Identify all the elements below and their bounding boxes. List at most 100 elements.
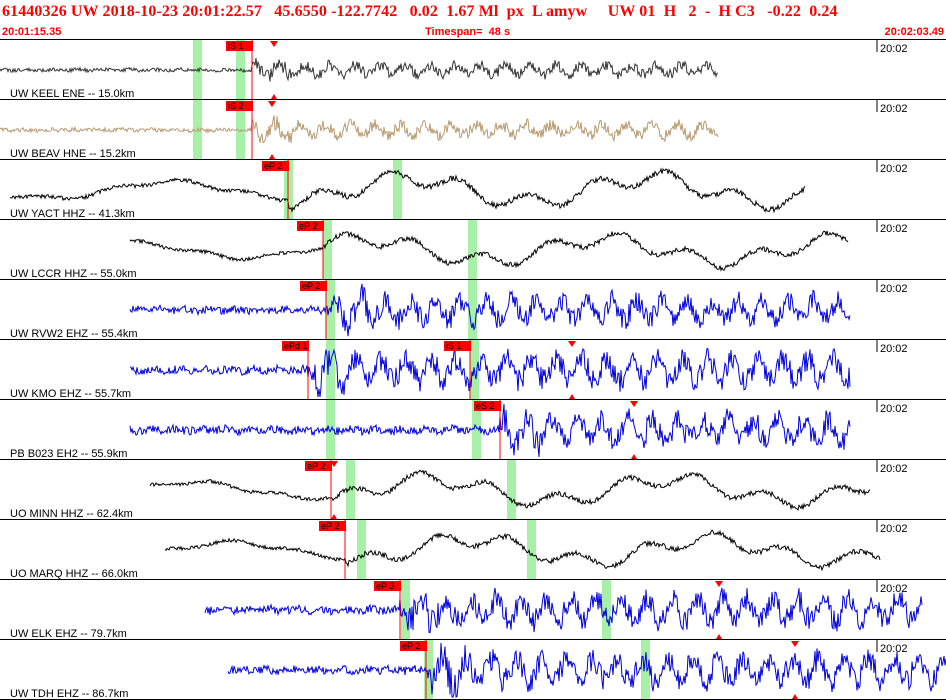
channel-label: UW TDH EHZ -- 86.7km — [10, 688, 128, 700]
channel-label: UW RVW2 EHZ -- 55.4km — [10, 328, 138, 340]
amplitude-marker-bottom-icon — [631, 454, 637, 459]
phase-pick-label: eP 2 — [402, 641, 420, 651]
amplitude-marker-top-icon — [270, 41, 278, 47]
phase-pick-label: iS 2 — [228, 101, 244, 111]
channel-row[interactable]: eP 2 20:02 UW RVW2 EHZ -- 55.4km — [0, 280, 946, 340]
phase-pick-label: eP 2 — [321, 521, 339, 531]
amplitude-marker-bottom-icon — [271, 94, 277, 99]
amplitude-marker-bottom-icon — [716, 634, 722, 639]
channel-label-backing — [8, 267, 148, 279]
channel-row[interactable]: eP 3 20:02 UW ELK EHZ -- 79.7km — [0, 580, 946, 640]
channel-time-label: 20:02 — [880, 523, 908, 535]
amplitude-marker-top-icon — [715, 581, 723, 587]
phase-pick-tag[interactable] — [319, 521, 346, 531]
channel-label: UW KMO EHZ -- 55.7km — [10, 388, 131, 400]
phase-window-highlight — [527, 520, 536, 580]
channel-time-label: 20:02 — [880, 223, 908, 235]
phase-pick-label: iS 1 — [228, 41, 244, 51]
phase-window-highlight — [393, 160, 402, 220]
channel-time-label: 20:02 — [880, 583, 908, 595]
phase-pick-tag[interactable] — [297, 221, 324, 231]
waveform-trace — [227, 642, 946, 698]
phase-window-highlight — [641, 640, 650, 700]
channel-time-label: 20:02 — [880, 43, 908, 55]
phase-pick-tag[interactable] — [226, 101, 253, 111]
channel-row[interactable]: iS 2 20:02 UW BEAV HNE -- 15.2km — [0, 100, 946, 160]
phase-pick-tag[interactable] — [374, 581, 401, 591]
waveform-trace — [0, 115, 719, 144]
channel-row[interactable]: eP 2 20:02 UO MINN HHZ -- 62.4km — [0, 460, 946, 520]
phase-pick-label: eP 2 — [299, 221, 317, 231]
channel-time-label: 20:02 — [880, 463, 908, 475]
phase-pick-tag[interactable] — [400, 641, 427, 651]
channel-label-backing — [8, 507, 148, 519]
phase-pick-label: eP 2 — [307, 461, 325, 471]
phase-pick-label: iS 1 — [446, 341, 462, 351]
phase-pick-tag[interactable] — [474, 401, 501, 411]
amplitude-marker-top-icon — [791, 641, 799, 647]
waveform-trace — [129, 230, 849, 272]
channel-row[interactable]: eP 2 20:02 UW TDH EHZ -- 86.7km — [0, 640, 946, 700]
channel-label: UO MINN HHZ -- 62.4km — [10, 508, 133, 520]
phase-window-highlight — [323, 220, 332, 280]
phase-pick-label: eP 3 — [376, 581, 394, 591]
channel-label: UW BEAV HNE -- 15.2km — [10, 148, 136, 160]
waveform-trace — [0, 58, 719, 82]
waveform-trace — [129, 347, 851, 398]
phase-window-highlight — [326, 340, 335, 400]
phase-window-highlight — [401, 580, 410, 640]
waveform-trace — [129, 283, 851, 337]
channel-row[interactable]: ePd 1 iS 1 20:02 UW KMO EHZ -- 55.7km — [0, 340, 946, 400]
amplitude-marker-bottom-icon — [269, 154, 275, 159]
channel-row[interactable]: iS 1 20:02 UW KEEL ENE -- 15.0km — [0, 40, 946, 100]
channel-label: UW YACT HHZ -- 41.3km — [10, 208, 135, 220]
channel-label-backing — [8, 447, 148, 459]
channel-label: UW KEEL ENE -- 15.0km — [10, 88, 134, 100]
phase-pick-tag[interactable] — [262, 161, 289, 171]
phase-window-highlight — [424, 640, 433, 700]
channel-row[interactable]: eS 2 20:02 PB B023 EH2 -- 55.9km — [0, 400, 946, 460]
phase-pick-tag[interactable] — [444, 341, 471, 351]
waveform-trace — [129, 404, 851, 458]
channel-row[interactable]: eP 2 20:02 UW YACT HHZ -- 41.3km — [0, 160, 946, 220]
header-bar: 61440326 UW 2018-10-23 20:01:22.57 45.65… — [0, 0, 946, 40]
amplitude-marker-top-icon — [568, 341, 576, 347]
channel-time-label: 20:02 — [880, 643, 908, 655]
channel-time-label: 20:02 — [880, 403, 908, 415]
channel-label-backing — [8, 207, 148, 219]
phase-pick-tag[interactable] — [305, 461, 332, 471]
seismogram-panel[interactable]: iS 1 20:02 UW KEEL ENE -- 15.0km iS 2 20:02 U… — [0, 40, 946, 700]
amplitude-marker-bottom-icon — [569, 394, 575, 399]
phase-pick-tag[interactable] — [300, 281, 327, 291]
amplitude-marker-top-icon — [630, 401, 638, 407]
phase-window-highlight — [468, 280, 477, 340]
phase-pick-tag[interactable] — [226, 41, 253, 51]
phase-pick-tag[interactable] — [282, 341, 309, 351]
channel-label-backing — [8, 687, 148, 699]
phase-window-highlight — [468, 220, 477, 280]
waveform-trace — [204, 587, 923, 634]
amplitude-marker-bottom-icon — [792, 694, 798, 699]
channel-label-backing — [8, 387, 148, 399]
waveform-trace — [149, 469, 871, 511]
amplitude-marker-bottom-icon — [331, 514, 337, 519]
phase-pick-label: eP 2 — [302, 281, 320, 291]
channel-time-label: 20:02 — [880, 103, 908, 115]
channel-label-backing — [8, 87, 148, 99]
channel-row[interactable]: eP 2 20:02 UO MARQ HHZ -- 66.0km — [0, 520, 946, 580]
phase-window-highlight — [507, 460, 516, 520]
channel-time-label: 20:02 — [880, 343, 908, 355]
channel-row[interactable]: eP 2 20:02 UW LCCR HHZ -- 55.0km — [0, 220, 946, 280]
channel-label: PB B023 EH2 -- 55.9km — [10, 448, 127, 460]
amplitude-marker-top-icon — [330, 461, 338, 467]
channel-time-label: 20:02 — [880, 163, 908, 175]
event-title: 61440326 UW 2018-10-23 20:01:22.57 45.65… — [2, 3, 838, 20]
channel-time-label: 20:02 — [880, 283, 908, 295]
channel-label: UW LCCR HHZ -- 55.0km — [10, 268, 137, 280]
channel-label-backing — [8, 627, 148, 639]
phase-window-highlight — [346, 460, 355, 520]
channel-label-backing — [8, 327, 148, 339]
phase-window-highlight — [472, 400, 481, 460]
phase-pick-label: eP 2 — [264, 161, 282, 171]
amplitude-marker-top-icon — [268, 101, 276, 107]
